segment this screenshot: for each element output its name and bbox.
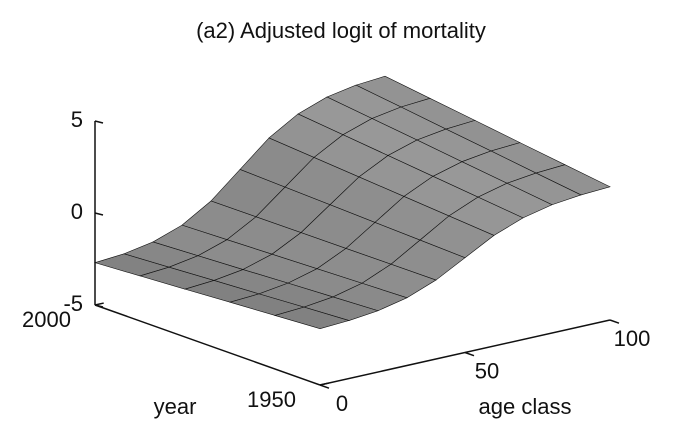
x-tick (464, 351, 475, 357)
z-tick (94, 304, 104, 308)
z-tick-label: 5 (71, 107, 83, 132)
chart-title: (a2) Adjusted logit of mortality (196, 18, 486, 43)
x-tick (609, 319, 620, 324)
x-tick-label: 0 (336, 391, 348, 416)
z-tick (94, 120, 104, 124)
y-tick (319, 382, 329, 386)
surface-cell (273, 306, 351, 330)
y-tick-label: 1950 (247, 387, 296, 412)
x-axis-label: age class (479, 394, 572, 419)
x-tick (319, 384, 330, 389)
y-axis-label: year (154, 394, 197, 419)
y-tick-label: 2000 (22, 307, 71, 332)
z-tick-label: 0 (71, 199, 83, 224)
z-tick (94, 212, 104, 216)
z-tick-label: -5 (63, 291, 83, 316)
y-axis (94, 304, 321, 386)
x-tick-label: 50 (475, 358, 499, 383)
x-tick-label: 100 (614, 326, 651, 351)
